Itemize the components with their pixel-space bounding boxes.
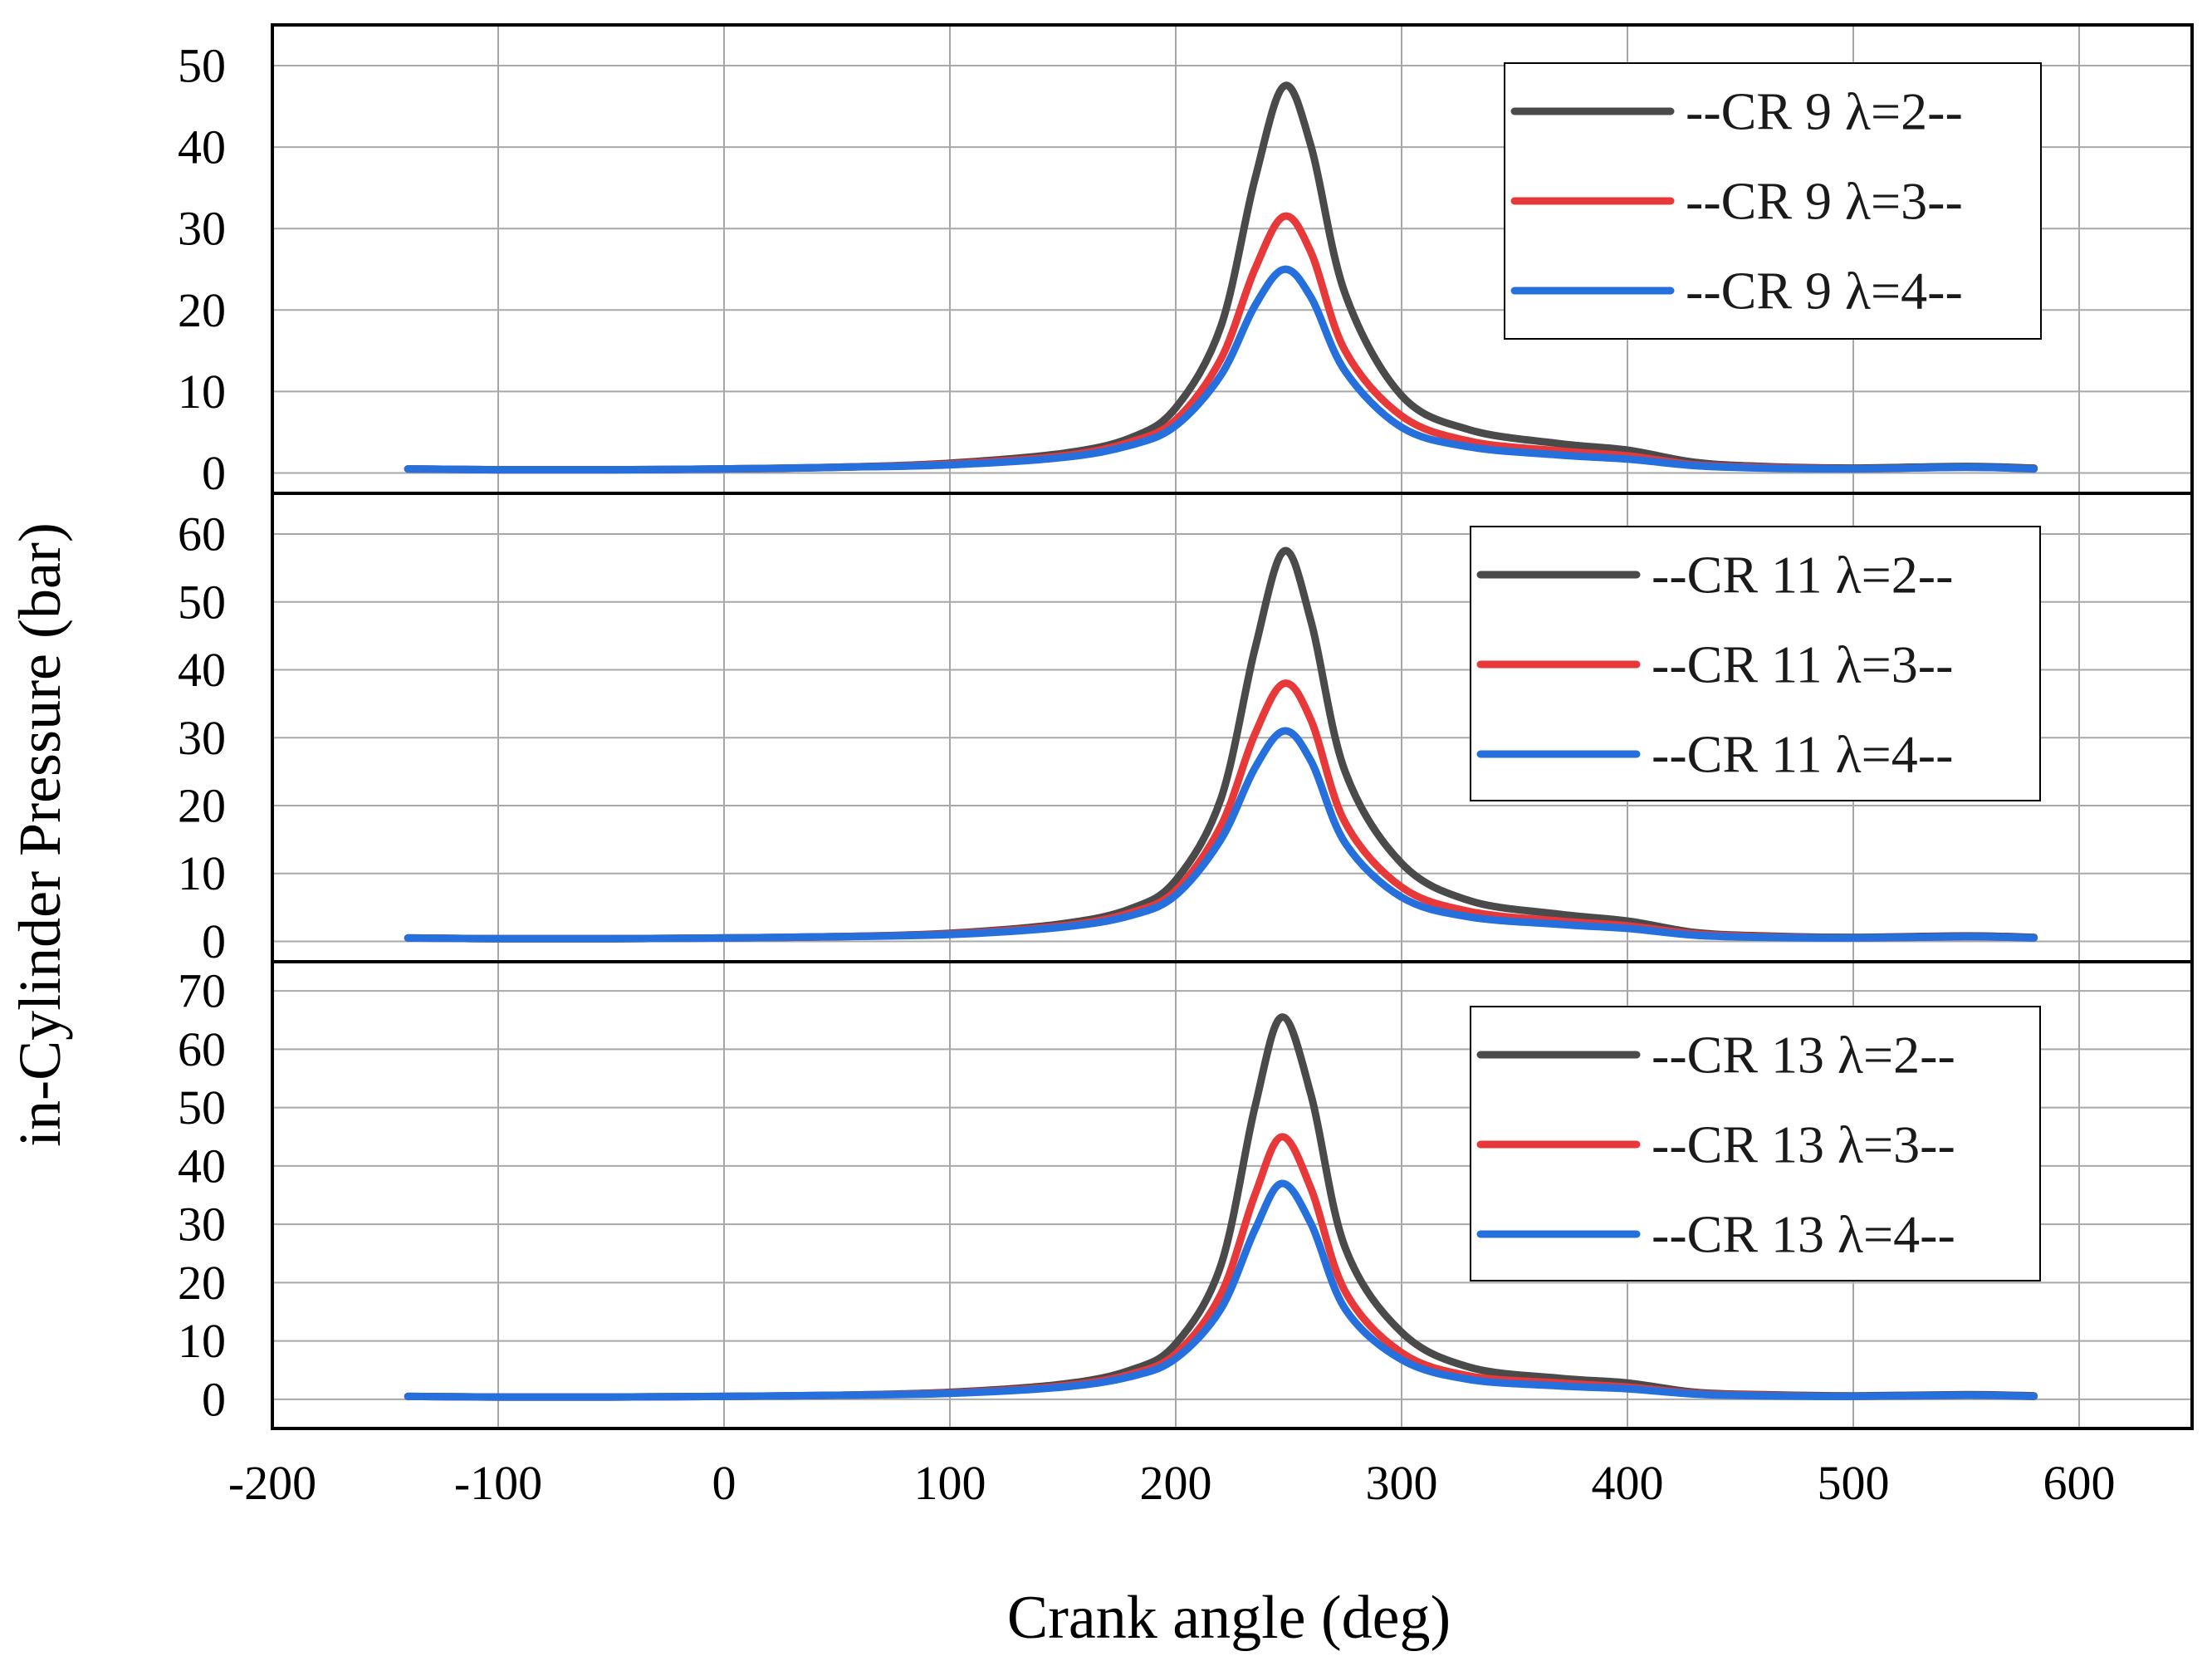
x-tick-label: -100 xyxy=(454,1456,542,1510)
legend-label: --CR 13 λ=4-- xyxy=(1652,1205,1955,1264)
legend: --CR 13 λ=2-- --CR 13 λ=3-- --CR 13 λ=4-- xyxy=(1470,1006,2041,1281)
x-tick-label: 500 xyxy=(1818,1456,1890,1510)
series-line-3 xyxy=(404,265,2038,474)
x-tick-label: 100 xyxy=(914,1456,986,1510)
y-tick-label: 10 xyxy=(178,365,226,419)
legend: --CR 11 λ=2-- --CR 11 λ=3-- --CR 11 λ=4-- xyxy=(1470,526,2041,801)
y-tick-label: 10 xyxy=(178,846,226,900)
legend: --CR 9 λ=2-- --CR 9 λ=3-- --CR 9 λ=4-- xyxy=(1504,62,2042,340)
series-lines xyxy=(404,546,2038,943)
y-tick-label: 0 xyxy=(202,1372,226,1426)
x-tick-label: -200 xyxy=(228,1456,316,1510)
series-lines xyxy=(404,81,2038,474)
y-tick-label: 40 xyxy=(178,643,226,697)
x-tick-label: 200 xyxy=(1140,1456,1212,1510)
y-tick-label: 70 xyxy=(178,964,226,1018)
legend-label: --CR 13 λ=2-- xyxy=(1652,1026,1955,1085)
y-tick-label: 30 xyxy=(178,1198,226,1252)
y-tick-label: 50 xyxy=(178,39,226,93)
y-tick-label: 0 xyxy=(202,446,226,500)
series-lines xyxy=(404,1013,2038,1401)
y-tick-label: 40 xyxy=(178,120,226,174)
legend-label: --CR 11 λ=3-- xyxy=(1652,635,1953,694)
panel-frame xyxy=(271,960,2194,1430)
legend-label: --CR 11 λ=2-- xyxy=(1652,546,1953,605)
y-tick-label: 60 xyxy=(178,507,226,561)
x-tick-label: 0 xyxy=(712,1456,737,1510)
y-tick-label: 20 xyxy=(178,283,226,337)
y-axis-label: in-Cylinder Pressure (bar) xyxy=(7,522,73,1147)
legend-label: --CR 9 λ=3-- xyxy=(1686,172,1963,231)
legend-label: --CR 9 λ=2-- xyxy=(1686,82,1963,141)
series-line-3 xyxy=(404,727,2038,943)
y-tick-label: 50 xyxy=(178,575,226,629)
legend-label: --CR 13 λ=3-- xyxy=(1652,1115,1955,1174)
series-line-3 xyxy=(404,1179,2038,1401)
x-tick-label: 400 xyxy=(1592,1456,1664,1510)
y-tick-label: 40 xyxy=(178,1139,226,1193)
y-tick-label: 0 xyxy=(202,914,226,968)
y-tick-label: 50 xyxy=(178,1080,226,1134)
y-tick-label: 60 xyxy=(178,1022,226,1076)
x-tick-label: 300 xyxy=(1366,1456,1438,1510)
x-axis-label: Crank angle (deg) xyxy=(1007,1584,1451,1652)
legend-label: --CR 9 λ=4-- xyxy=(1686,262,1963,321)
y-tick-label: 20 xyxy=(178,1256,226,1310)
x-axis: -200 -100 0 100 200 300 400 500 600 xyxy=(228,1456,2116,1510)
x-tick-label: 600 xyxy=(2043,1456,2116,1510)
y-tick-label: 30 xyxy=(178,202,226,256)
y-tick-label: 30 xyxy=(178,711,226,765)
y-tick-label: 10 xyxy=(178,1314,226,1368)
y-tick-label: 20 xyxy=(178,779,226,833)
legend-label: --CR 11 λ=4-- xyxy=(1652,725,1953,784)
